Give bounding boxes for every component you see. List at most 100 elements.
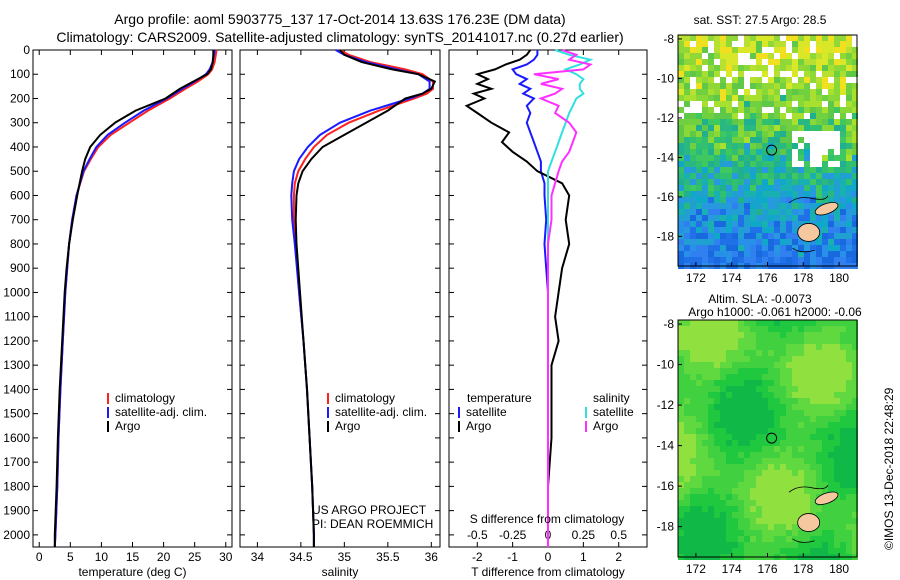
map-cell [690,326,696,332]
map-cell [834,320,840,326]
map-cell [792,107,798,113]
map-cell [762,542,768,548]
map-cell [726,149,732,155]
map-cell [774,113,780,119]
map-cell [756,65,762,71]
map-cell [690,380,696,386]
map-cell [744,167,750,173]
map-cell [762,119,768,125]
map-cell [774,464,780,470]
map-cell [708,257,714,263]
map-cell [816,512,822,518]
map-cell [840,257,846,263]
map-cell [702,161,708,167]
map-cell [696,464,702,470]
map-cell [690,434,696,440]
map-cell [726,143,732,149]
map-cell [792,350,798,356]
map-cell [714,434,720,440]
map-cell [708,344,714,350]
sal-legend-climatology: climatology [335,391,395,405]
map-cell [744,197,750,203]
map-cell [768,155,774,161]
map-cell [786,215,792,221]
map-cell [786,446,792,452]
map-cell [744,89,750,95]
map-cell [678,452,684,458]
map-cell [690,191,696,197]
map-cell [798,89,804,95]
map-cell [786,458,792,464]
map-cell [756,470,762,476]
map-cell [756,161,762,167]
map-cell [756,362,762,368]
map-cell [720,332,726,338]
map-cell [780,440,786,446]
map-cell [684,464,690,470]
map-cell [714,446,720,452]
map-cell [852,137,858,143]
map-cell [756,356,762,362]
map-cell [726,350,732,356]
map-cell [756,77,762,83]
map-cell [738,362,744,368]
map-cell [720,548,726,554]
map-cell [702,89,708,95]
map-cell [780,47,786,53]
map-cell [780,452,786,458]
map-cell [768,125,774,131]
map-cell [762,113,768,119]
map-cell [708,203,714,209]
map-cell [702,173,708,179]
map-cell [804,191,810,197]
map-cell [840,125,846,131]
map-cell [768,209,774,215]
depth-tick-label: 600 [10,188,30,202]
map-cell [732,143,738,149]
map-cell [798,191,804,197]
map-cell [852,422,858,428]
map-cell [726,548,732,554]
map-cell [684,524,690,530]
map-cell [714,95,720,101]
map-cell [852,428,858,434]
map-cell [750,518,756,524]
map-cell [696,83,702,89]
map-cell [690,47,696,53]
map-cell [810,179,816,185]
map-cell [726,35,732,41]
sla-map-panel: 172 174 176 178 180-8-10-12-14-16-18 [657,317,858,576]
map-cell [840,518,846,524]
map-cell [696,221,702,227]
map-cell [804,83,810,89]
map-cell [822,506,828,512]
map-cell [846,548,852,554]
map-cell [852,536,858,542]
map-cell [762,143,768,149]
map-cell [840,410,846,416]
map-cell [816,338,822,344]
map-cell [750,446,756,452]
map-cell [846,149,852,155]
map-cell [696,506,702,512]
map-cell [804,548,810,554]
map-cell [810,368,816,374]
map-cell [804,368,810,374]
map-cell [744,470,750,476]
map-cell [678,65,684,71]
map-cell [744,434,750,440]
map-cell [768,83,774,89]
map-cell [780,41,786,47]
map-cell [720,251,726,257]
map-cell [756,41,762,47]
map-cell [702,227,708,233]
map-cell [750,476,756,482]
map-cell [804,446,810,452]
map-cell [756,35,762,41]
map-cell [828,119,834,125]
map-cell [762,380,768,386]
map-cell [678,155,684,161]
map-cell [786,191,792,197]
map-cell [780,362,786,368]
map-cell [762,344,768,350]
